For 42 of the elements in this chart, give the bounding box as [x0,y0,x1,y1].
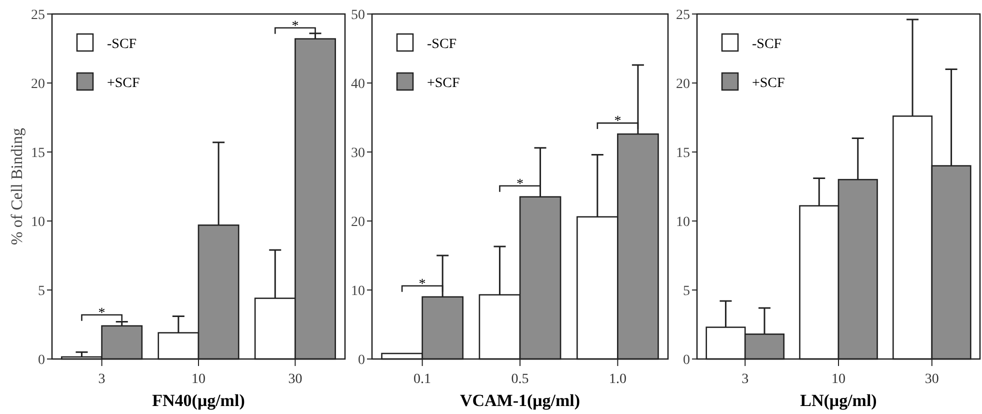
legend-label: -SCF [752,36,782,52]
x-axis-title: FN40(μg/ml) [152,391,245,410]
x-tick-label: 30 [924,372,939,387]
x-tick-label: 3 [742,372,749,387]
legend-label: -SCF [107,36,137,52]
y-tick-label: 20 [676,76,690,92]
legend-label: -SCF [427,36,457,52]
y-tick-label: 10 [676,214,690,230]
annotation: * [516,176,524,192]
legend-label: +SCF [107,76,140,91]
legend-label: +SCF [427,76,460,91]
y-tick-label: 20 [351,214,365,230]
legend-label: +SCF [752,76,786,91]
annotation: * [98,306,106,321]
y-tick-label: 25 [31,8,45,23]
x-axis-title: VCAM-1(μg/ml) [460,391,580,410]
x-tick-label: 10 [832,372,846,387]
y-tick-label: 10 [31,214,45,230]
x-tick-label: 0.5 [511,372,529,387]
annotation: * [614,114,622,130]
y-tick-label: 50 [351,8,365,23]
x-tick-label: 0.1 [414,372,432,387]
annotation: * [292,18,299,34]
x-tick-label: 3 [98,372,106,387]
annotation: * [418,276,426,292]
y-tick-label: 15 [676,146,690,161]
x-tick-label: 10 [192,372,206,387]
y-tick-label: 25 [676,8,690,23]
y-tick-label: 30 [351,146,365,161]
x-axis-title: LN(μg/ml) [800,391,877,410]
y-tick-label: 10 [351,284,365,299]
y-tick-label: 5 [38,284,45,299]
x-tick-label: 30 [288,372,302,387]
y-tick-label: 5 [683,284,690,299]
y-tick-label: 0 [38,352,45,368]
y-tick-label: 20 [31,76,45,92]
y-tick-label: 40 [351,76,365,92]
y-tick-label: 0 [358,352,365,368]
x-tick-label: 1.0 [608,372,626,387]
y-tick-label: 15 [31,146,45,161]
y-tick-label: 0 [683,352,690,368]
y-axis-title: % of Cell Binding [9,128,26,245]
